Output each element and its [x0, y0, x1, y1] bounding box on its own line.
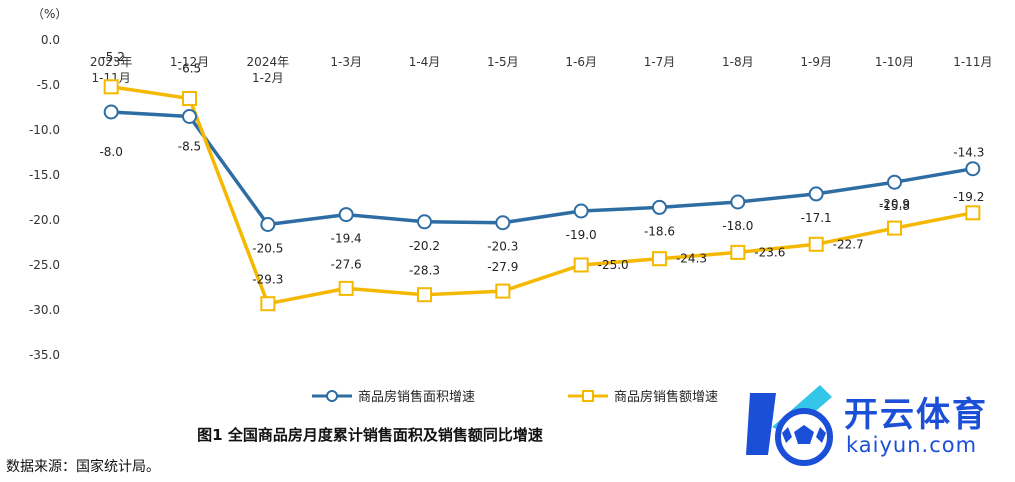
data-point-square	[182, 91, 197, 106]
x-category-label: 1-12月	[170, 55, 209, 69]
data-point-circle	[730, 194, 746, 210]
x-category-label: 1-4月	[409, 55, 441, 69]
data-label: -22.7	[833, 237, 864, 251]
legend-marker-square	[582, 390, 594, 402]
x-category-label: 1-3月	[330, 55, 362, 69]
data-label: -19.2	[953, 190, 984, 204]
data-label: -14.3	[953, 146, 984, 160]
data-point-square	[808, 236, 824, 252]
data-point-circle	[573, 203, 589, 219]
x-category-label: 1-9月	[800, 55, 832, 69]
data-point-square	[652, 251, 667, 267]
x-category-label: 1-8月	[722, 55, 754, 69]
data-label: -19.0	[566, 228, 597, 242]
data-point-circle	[417, 214, 432, 230]
data-point-circle	[652, 199, 667, 215]
kaiyun-watermark-logo: 开云体育 kaiyun.com	[742, 375, 1012, 475]
data-point-square	[260, 296, 276, 312]
y-tick-label: -5.0	[37, 78, 60, 92]
y-tick-label: -30.0	[29, 303, 60, 317]
y-tick-label: -25.0	[29, 258, 60, 272]
data-point-square	[730, 244, 746, 260]
y-tick-label: 0.0	[41, 33, 60, 47]
data-point-circle	[338, 207, 354, 223]
figure-caption: 图1 全国商品房月度累计销售面积及销售额同比增速	[197, 426, 543, 444]
data-point-square	[573, 257, 589, 273]
data-label: -18.0	[722, 219, 753, 233]
y-tick-label: -15.0	[29, 168, 60, 182]
legend-label: 商品房销售面积增速	[358, 389, 475, 405]
data-label: -15.8	[879, 199, 910, 213]
data-label: -18.6	[644, 224, 675, 238]
y-axis: 0.0 -5.0 -10.0 -15.0 -20.0 -25.0 -30.0 -35.0	[29, 33, 60, 362]
data-point-circle	[808, 186, 824, 202]
data-point-circle	[887, 174, 902, 190]
data-point-circle	[103, 104, 119, 120]
data-label: -29.3	[252, 273, 283, 287]
data-label: -20.3	[487, 240, 518, 254]
data-label: -25.0	[598, 258, 629, 272]
data-point-square	[495, 283, 511, 299]
watermark-en-text: kaiyun.com	[846, 433, 978, 457]
legend: 商品房销售面积增速 商品房销售额增速	[312, 389, 718, 405]
data-label: -6.5	[178, 62, 201, 76]
x-category-label: 2023年 1-11月	[90, 55, 133, 85]
data-point-square	[965, 205, 981, 221]
data-point-square	[417, 287, 432, 303]
line-chart: （%） 0.0 -5.0 -10.0 -15.0 -20.0 -25.0 -30.0 -35.…	[29, 7, 993, 405]
x-category-label: 1-6月	[565, 55, 597, 69]
y-axis-unit-label: （%）	[32, 7, 67, 21]
y-tick-label: -10.0	[29, 123, 60, 137]
data-source-note: 数据来源：国家统计局。	[6, 459, 160, 475]
data-label: -20.5	[252, 242, 283, 256]
data-point-square	[103, 79, 119, 95]
data-label: -23.6	[754, 245, 785, 259]
y-tick-label: -35.0	[29, 348, 60, 362]
data-label: -27.9	[487, 260, 518, 274]
data-label: -27.6	[331, 257, 362, 271]
legend-label: 商品房销售额增速	[614, 389, 718, 405]
data-label: -24.3	[676, 252, 707, 266]
data-point-square	[338, 280, 354, 296]
x-category-label: 2024年 1-2月	[247, 55, 290, 85]
x-category-label: 1-11月	[953, 55, 992, 69]
data-label: -28.3	[409, 264, 440, 278]
x-category-label: 1-5月	[487, 55, 519, 69]
x-axis-categories: 2023年 1-11月 1-12月 2024年 1-2月 1-3月 1-4月 1-5月 1-6月…	[90, 55, 993, 85]
data-point-circle	[495, 215, 511, 231]
series-line-0	[111, 110, 974, 227]
series-markers	[103, 79, 981, 312]
data-label: -20.2	[409, 239, 440, 253]
series-lines	[110, 85, 974, 306]
data-label: -19.4	[331, 232, 362, 246]
data-label: -20.9	[879, 197, 910, 211]
data-point-circle	[182, 109, 197, 124]
data-label: -5.2	[101, 50, 124, 64]
data-point-circle	[260, 217, 276, 232]
x-category-label: 1-7月	[644, 55, 676, 69]
soccer-ball-logo-icon	[746, 385, 833, 466]
data-label: -8.5	[178, 140, 201, 154]
data-label: -17.1	[801, 211, 832, 225]
legend-marker-circle	[326, 390, 338, 402]
watermark-cn-text: 开云体育	[844, 395, 988, 435]
y-tick-label: -20.0	[29, 213, 60, 227]
x-category-label: 1-10月	[875, 55, 914, 69]
data-point-square	[887, 220, 902, 236]
series-line-1	[110, 85, 974, 306]
data-labels: -8.0 -8.5 -20.5 -19.4 -20.2 -20.3 -19.0 -18.6 -1…	[99, 50, 984, 287]
data-label: -8.0	[99, 145, 122, 159]
data-point-circle	[965, 161, 981, 177]
